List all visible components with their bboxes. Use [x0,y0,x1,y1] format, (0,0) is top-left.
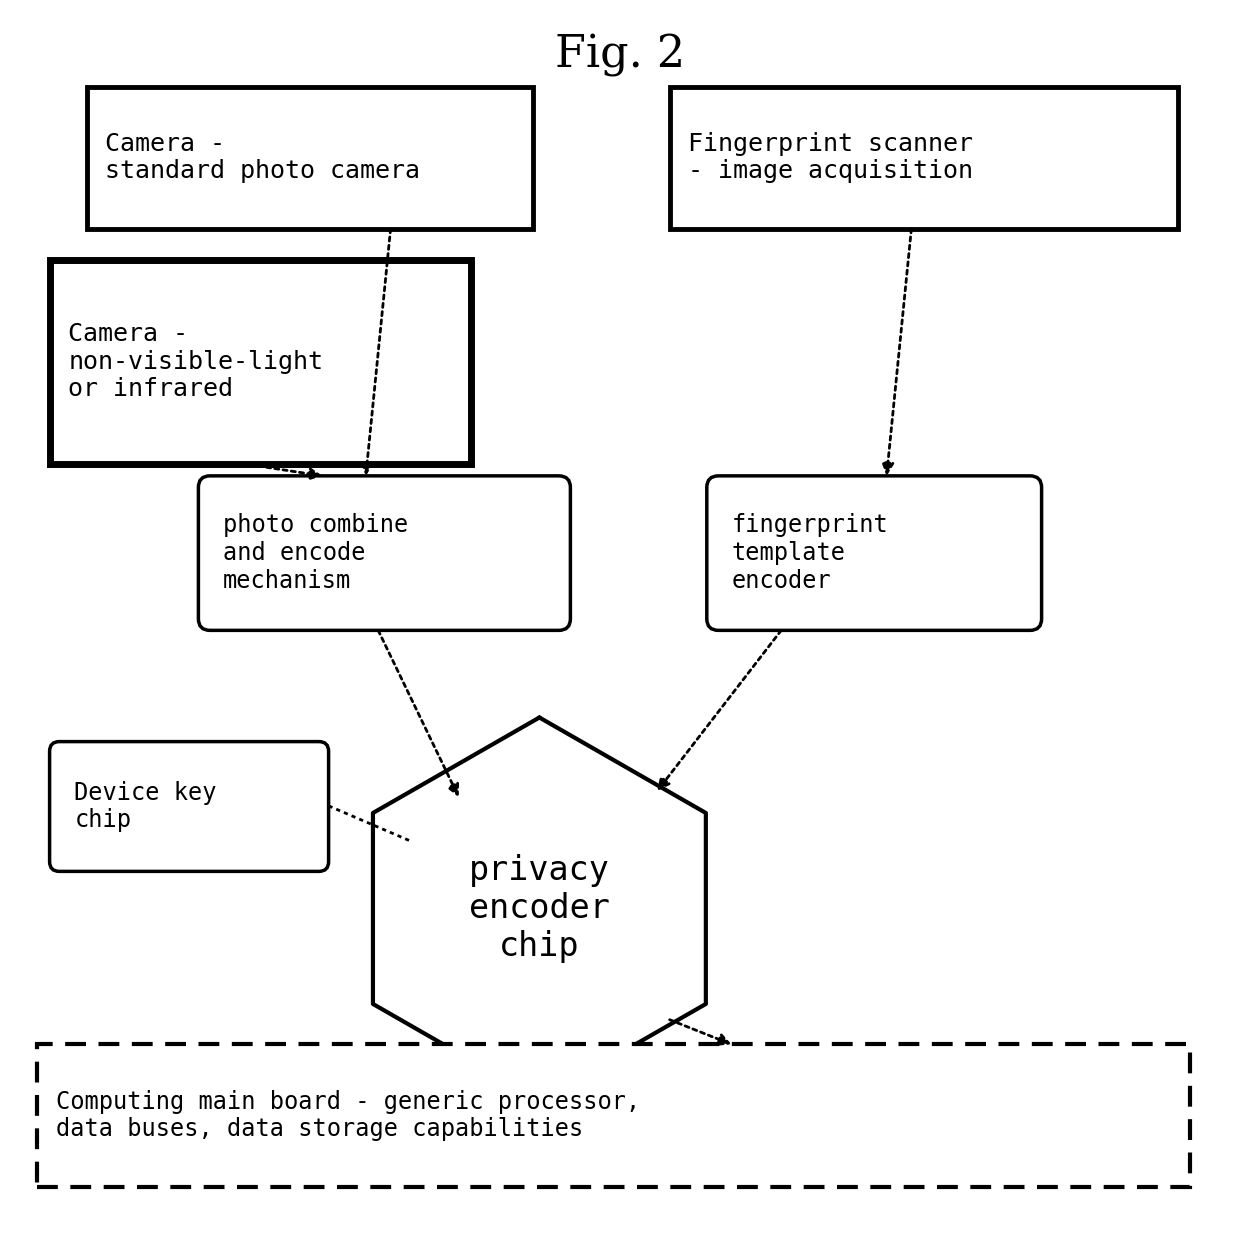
FancyBboxPatch shape [707,476,1042,630]
Text: Device key
chip: Device key chip [74,781,217,832]
Text: Computing main board - generic processor,
data buses, data storage capabilities: Computing main board - generic processor… [56,1090,640,1141]
FancyBboxPatch shape [198,476,570,630]
Text: Fingerprint scanner
- image acquisition: Fingerprint scanner - image acquisition [688,132,973,183]
Bar [50,260,471,464]
Text: Camera -
standard photo camera: Camera - standard photo camera [105,132,420,183]
Text: Fig. 2: Fig. 2 [556,35,684,77]
Text: Camera -
non-visible-light
or infrared: Camera - non-visible-light or infrared [68,321,324,402]
Text: photo combine
and encode
mechanism: photo combine and encode mechanism [223,513,408,593]
Polygon shape [373,717,706,1100]
Text: fingerprint
template
encoder: fingerprint template encoder [732,513,888,593]
Text: privacy
encoder
chip: privacy encoder chip [469,854,610,963]
FancyBboxPatch shape [50,742,329,871]
Bar [670,87,1178,229]
Bar [87,87,533,229]
Bar [37,1044,1190,1187]
